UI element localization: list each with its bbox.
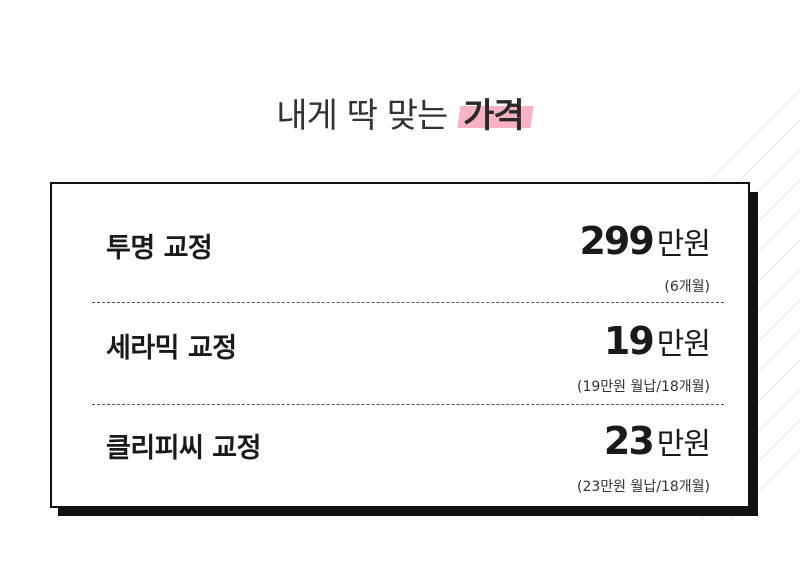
price-amount: 23 xyxy=(603,419,655,463)
price-row-name: 클리피씨 교정 xyxy=(106,433,261,464)
price-note: (23만원 월납/18개월) xyxy=(577,479,710,495)
title-plain-text: 내게 딱 맞는 xyxy=(276,96,448,136)
price-amount: 19 xyxy=(603,319,655,363)
price-row-amount-group: 299 만원 xyxy=(579,219,711,263)
price-unit: 만원 xyxy=(656,327,711,362)
row-divider xyxy=(92,302,724,303)
price-row-name: 세라믹 교정 xyxy=(106,333,237,364)
price-amount: 299 xyxy=(579,219,654,263)
price-note: (19만원 월납/18개월) xyxy=(577,379,710,395)
price-unit: 만원 xyxy=(656,227,711,262)
price-row-amount-group: 23 만원 xyxy=(603,419,711,463)
price-row-transparent: 투명 교정 299 만원 (6개월) xyxy=(92,184,724,295)
price-card: 투명 교정 299 만원 (6개월) 세라믹 교정 19 만원 (19만원 월납/1… xyxy=(50,182,750,508)
price-row-name: 투명 교정 xyxy=(106,233,213,264)
row-divider xyxy=(92,404,724,405)
price-row-amount-group: 19 만원 xyxy=(603,319,711,363)
page-title: 내게 딱 맞는 가격 xyxy=(0,88,800,137)
title-accent-label: 가격 xyxy=(463,96,525,136)
title-accent-text: 가격 xyxy=(457,88,534,137)
price-row-clippc: 클리피씨 교정 23 만원 (23만원 월납/18개월) xyxy=(92,384,724,495)
price-note: (6개월) xyxy=(664,279,710,295)
price-row-ceramic: 세라믹 교정 19 만원 (19만원 월납/18개월) xyxy=(92,284,724,395)
price-unit: 만원 xyxy=(656,427,711,462)
